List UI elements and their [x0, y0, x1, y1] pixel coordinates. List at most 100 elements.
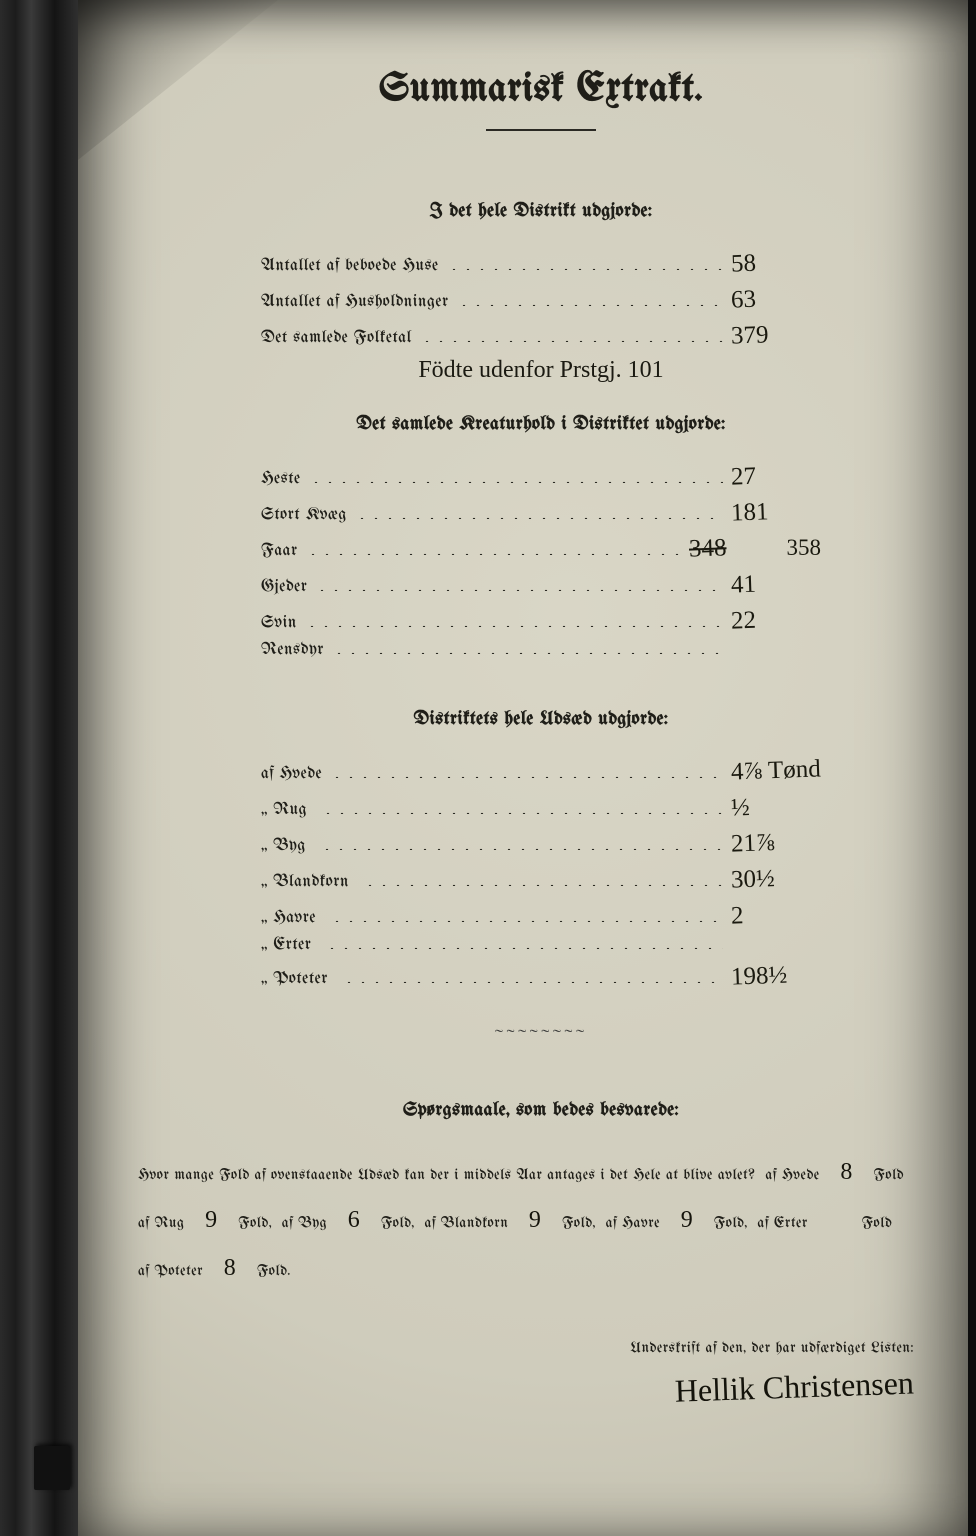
q-blandkorn-label: af Blandkorn [424, 1215, 508, 1231]
row-population: Det samlede Folketal 379 [261, 321, 821, 349]
row-poteter: „ Poteter 198½ [261, 962, 821, 990]
q-havre-value: 9 [665, 1196, 709, 1244]
q-hvede-suffix: Fold [874, 1167, 904, 1183]
dot-leader [447, 260, 723, 270]
questions-heading: Spørgsmaale, som bedes besvarede: [138, 1100, 944, 1120]
row-value: 30½ [731, 863, 822, 894]
signature-name: Hellik Christensen [138, 1364, 915, 1428]
dot-leader [315, 581, 723, 591]
dot-leader [306, 545, 681, 555]
row-value: 198½ [731, 960, 822, 991]
dot-leader [325, 939, 723, 949]
section1-rows: Antallet af beboede Huse 58 Antallet af … [261, 249, 821, 349]
q-hvede-label: af Hvede [765, 1167, 819, 1183]
row-houses: Antallet af beboede Huse 58 [261, 249, 821, 277]
row-label: Gjeder [261, 579, 307, 596]
row-hvede: af Hvede 4⅞ Tønd [261, 757, 821, 785]
q-havre-label: af Havre [606, 1215, 661, 1231]
row-svin: Svin 22 [261, 606, 821, 634]
row-label: „ Rug [261, 802, 313, 819]
row-label: Antallet af Husholdninger [261, 294, 449, 311]
row-label: „ Poteter [261, 971, 334, 988]
q-byg-suffix: Fold, [381, 1215, 415, 1231]
row-value: 21⅞ [731, 827, 822, 858]
row-value-correction: 348 [688, 532, 779, 563]
rule-wavy: ~~~~~~~~ [456, 1024, 626, 1040]
row-label: „ Havre [261, 910, 322, 927]
document-page: Summarisk Extrakt. I det hele Distrikt u… [78, 0, 968, 1536]
section1-heading: I det hele Distrikt udgjorde: [138, 201, 944, 221]
row-value: 41 [731, 568, 822, 599]
q-hvede-value: 8 [825, 1148, 869, 1196]
dot-leader [420, 332, 723, 342]
row-byg: „ Byg 21⅞ [261, 829, 821, 857]
questions-body: Hvor mange Fold af ovenstaaende Udsæd ka… [138, 1148, 944, 1292]
row-rensdyr: Rensdyr [261, 642, 821, 659]
row-blandkorn: „ Blandkorn 30½ [261, 865, 821, 893]
row-label: Det samlede Folketal [261, 330, 412, 347]
dot-leader [320, 840, 723, 850]
row-havre: „ Havre 2 [261, 901, 821, 929]
q-erter-label: af Erter [757, 1215, 807, 1231]
row-value: 379 [731, 319, 822, 350]
book-binding [0, 0, 78, 1536]
rule-short [486, 129, 596, 131]
q-poteter-label: af Poteter [138, 1263, 203, 1279]
q-rug-label: af Rug [138, 1215, 184, 1231]
q-blandkorn-value: 9 [513, 1196, 557, 1244]
q-poteter-value: 8 [208, 1244, 252, 1292]
signature-block: Underskrift af den, der har udfærdiget L… [138, 1340, 944, 1415]
row-gjeder: Gjeder 41 [261, 570, 821, 598]
q-byg-label: af Byg [282, 1215, 327, 1231]
row-erter: „ Erter [261, 937, 821, 954]
row-label: „ Blandkorn [261, 874, 355, 891]
dot-leader [332, 644, 723, 654]
section3-rows: af Hvede 4⅞ Tønd „ Rug ½ „ Byg 21⅞ „ Bla… [261, 757, 821, 990]
row-label: Antallet af beboede Huse [261, 258, 439, 275]
section3-heading: Distriktets hele Udsæd udgjorde: [138, 709, 944, 729]
dot-leader [305, 617, 723, 627]
section2-rows: Heste 27 Stort Kvæg 181 Faar 348 358 [261, 462, 821, 659]
row-kvaeg: Stort Kvæg 181 [261, 498, 821, 526]
row-value: 4⅞ Tønd [731, 755, 822, 786]
row-faar: Faar 348 358 [261, 534, 821, 562]
q-rug-suffix: Fold, [238, 1215, 272, 1231]
row-value: 58 [731, 247, 822, 278]
page-content: Summarisk Extrakt. I det hele Distrikt u… [138, 60, 944, 1415]
row-households: Antallet af Husholdninger 63 [261, 285, 821, 313]
row-value: 2 [731, 899, 822, 930]
scan-frame: Summarisk Extrakt. I det hele Distrikt u… [0, 0, 976, 1536]
row-label: „ Byg [261, 838, 312, 855]
row-rug: „ Rug ½ [261, 793, 821, 821]
dot-leader [355, 509, 723, 519]
page-title: Summarisk Extrakt. [138, 70, 944, 111]
row-label: Svin [261, 615, 297, 632]
row-label: Stort Kvæg [261, 507, 347, 524]
dot-leader [309, 473, 723, 483]
q-byg-value: 6 [332, 1196, 376, 1244]
row-heste: Heste 27 [261, 462, 821, 490]
row-label: Heste [261, 471, 301, 488]
dot-leader [330, 768, 723, 778]
row-value-struck: 348 [688, 534, 726, 562]
section1-handwritten-note: Födte udenfor Prstgj. 101 [138, 357, 944, 384]
q-erter-suffix: Fold [862, 1215, 892, 1231]
questions-lead: Hvor mange Fold af ovenstaaende Udsæd ka… [138, 1167, 756, 1183]
q-poteter-suffix: Fold. [257, 1263, 291, 1279]
dot-leader [457, 296, 723, 306]
section2-heading: Det samlede Kreaturhold i Distriktet udg… [138, 414, 944, 434]
row-value [731, 652, 821, 655]
dot-leader [342, 973, 723, 983]
row-label: „ Erter [261, 937, 317, 954]
row-label: Rensdyr [261, 642, 324, 659]
dot-leader [321, 804, 723, 814]
row-label: af Hvede [261, 766, 322, 783]
q-rug-value: 9 [189, 1196, 233, 1244]
q-havre-suffix: Fold, [714, 1215, 748, 1231]
row-value: 27 [731, 460, 822, 491]
dot-leader [330, 912, 723, 922]
row-value [731, 947, 821, 950]
row-value: ½ [731, 791, 822, 822]
row-value: 63 [731, 283, 822, 314]
row-value: 181 [731, 496, 822, 527]
